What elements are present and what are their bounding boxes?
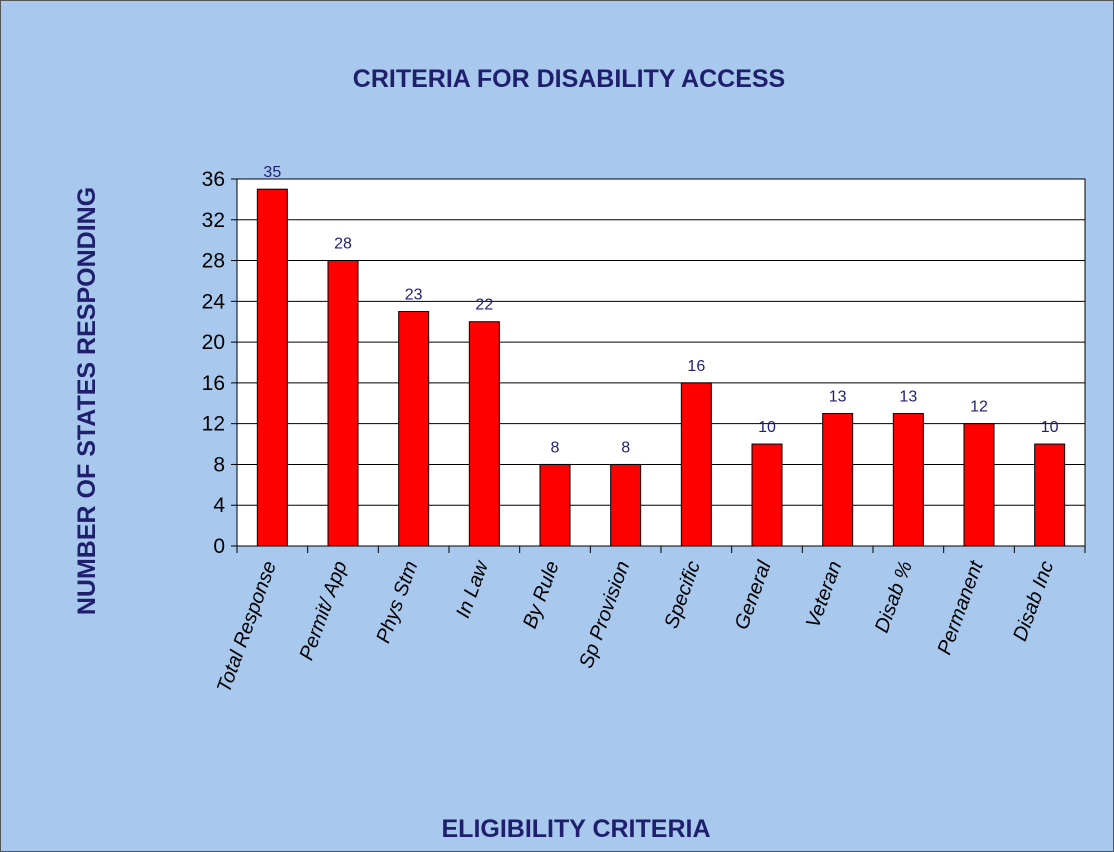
gridlines: [237, 178, 1085, 506]
chart-title: CRITERIA FOR DISABILITY ACCESS: [353, 65, 785, 93]
bar: [680, 382, 712, 547]
bar: [822, 412, 854, 547]
bars: 35 28 23 22 8 8 16 10 13 13 12 10: [256, 164, 1066, 547]
data-label: 22: [475, 297, 493, 314]
x-category-label: In Law: [452, 557, 493, 621]
data-label: 8: [621, 439, 630, 456]
y-tick-label: 28: [202, 250, 225, 273]
bar: [751, 443, 783, 547]
x-category-label: Total Response: [213, 558, 281, 695]
y-tick-label: 8: [213, 453, 225, 476]
x-category-label: Phys Stm: [372, 558, 422, 646]
data-label: 10: [1041, 419, 1059, 436]
y-tick-label: 0: [213, 535, 225, 558]
y-tick-label: 16: [202, 372, 225, 395]
x-category-label: General: [731, 558, 776, 633]
data-label: 16: [687, 358, 705, 375]
data-label: 23: [405, 287, 423, 304]
x-category-label: Disab %: [871, 558, 917, 636]
bar: [1034, 443, 1066, 547]
x-axis: Total Response Permit/ App Phys Stm In Law B…: [213, 545, 1086, 696]
x-category-label: By Rule: [519, 558, 564, 631]
data-label: 28: [334, 236, 352, 253]
bar: [610, 463, 642, 547]
plot-area: [236, 178, 1086, 547]
x-category-label: Permanent: [934, 557, 989, 658]
x-category-label: Veteran: [802, 558, 846, 631]
y-axis-title: NUMBER OF STATES RESPONDING: [73, 187, 101, 615]
bar: [256, 188, 288, 547]
data-label: 12: [970, 399, 988, 416]
data-label: 13: [899, 388, 917, 405]
y-axis: 0 4 8 12 16 20 24 28 32 36: [202, 168, 238, 558]
bar: [398, 311, 430, 547]
x-axis-title: ELIGIBILITY CRITERIA: [442, 815, 711, 843]
data-label: 35: [263, 164, 281, 181]
x-category-label: Permit/ App: [296, 558, 352, 663]
bar: [963, 423, 995, 547]
bar: [892, 412, 924, 547]
data-label: 8: [551, 439, 560, 456]
y-tick-label: 4: [213, 494, 225, 517]
bar: [468, 321, 500, 547]
x-category-label: Specific: [660, 558, 705, 631]
bar: [539, 463, 571, 547]
bar: [327, 260, 359, 547]
y-tick-label: 20: [202, 331, 225, 354]
data-label: 10: [758, 419, 776, 436]
y-tick-label: 24: [202, 290, 226, 313]
data-label: 13: [829, 388, 847, 405]
y-tick-label: 32: [202, 209, 225, 232]
y-tick-label: 12: [202, 413, 225, 436]
x-category-label: Sp Provision: [575, 558, 634, 671]
y-tick-label: 36: [202, 168, 225, 191]
x-category-label: Disab Inc: [1009, 558, 1058, 644]
